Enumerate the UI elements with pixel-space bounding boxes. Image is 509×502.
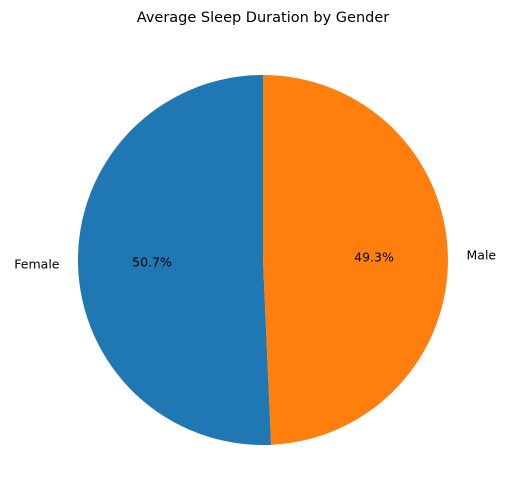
slice-label-female: Female	[14, 257, 60, 272]
pie-slice-female	[77, 74, 272, 445]
pie-labels: Female 50.7% Male 49.3%	[14, 248, 496, 272]
slice-percent-female: 50.7%	[132, 254, 172, 269]
chart-title: Average Sleep Duration by Gender	[137, 10, 389, 26]
pie-slices	[77, 74, 448, 445]
slice-label-male: Male	[467, 248, 497, 263]
slice-percent-male: 49.3%	[354, 250, 394, 265]
pie-slice-male	[263, 75, 448, 445]
